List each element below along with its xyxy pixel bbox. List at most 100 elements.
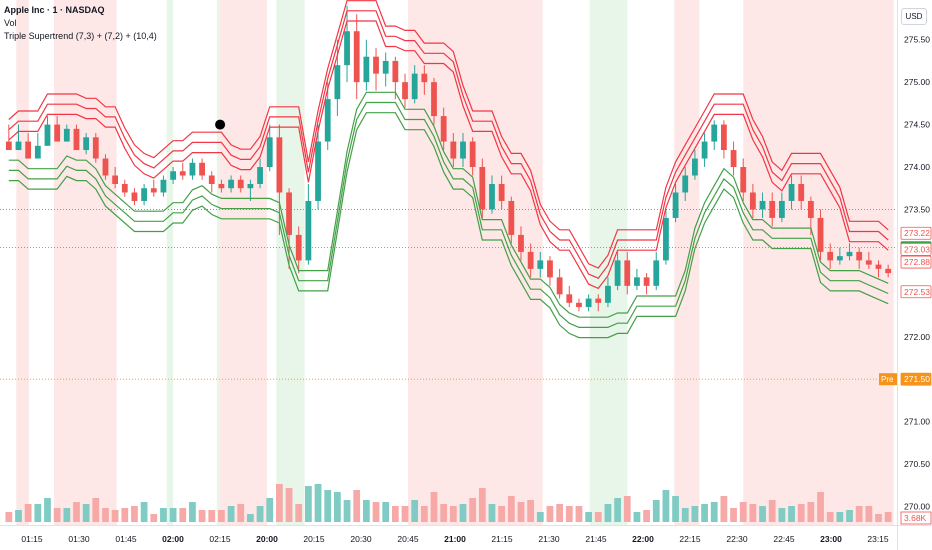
volume-bar xyxy=(875,514,882,522)
volume-bar xyxy=(449,506,457,522)
supertrend-lines xyxy=(8,0,889,339)
volume-bar xyxy=(469,498,477,522)
volume-bar xyxy=(247,514,254,522)
volume-bar xyxy=(517,502,525,522)
candle-body xyxy=(392,60,399,83)
volume-bar xyxy=(536,512,544,522)
currency-button[interactable]: USD xyxy=(901,8,927,25)
volume-bar xyxy=(324,490,332,522)
price-label-text: 272.88 xyxy=(904,257,930,267)
volume-value-box xyxy=(900,511,932,525)
candle-body xyxy=(489,183,495,210)
time-tick-label: 22:45 xyxy=(773,534,795,544)
volume-bar xyxy=(420,506,428,522)
volume-bar xyxy=(749,504,757,522)
volume-bar xyxy=(5,512,13,522)
price-label-273.22: 273.22 xyxy=(900,226,932,240)
time-axis[interactable]: 01:15 01:30 01:45 02:00 02:15 20:00 20:15 20:30… xyxy=(0,525,897,550)
candle-body xyxy=(228,179,234,189)
time-tick-label: 21:00 xyxy=(444,534,466,544)
price-label-272.88: 272.88 xyxy=(900,255,932,269)
candle-body xyxy=(141,188,148,201)
candle-body xyxy=(547,260,553,278)
time-tick-label: 02:15 xyxy=(209,534,231,544)
candle-body xyxy=(537,260,544,269)
price-label-text: 271.50 xyxy=(904,374,930,384)
candle-body xyxy=(624,260,631,286)
volume-bar xyxy=(73,502,80,522)
symbol-title[interactable]: Apple Inc · 1 · NASDAQ xyxy=(4,5,105,15)
volume-bar xyxy=(507,496,515,522)
price-chart-svg[interactable]: Pre xyxy=(0,0,897,525)
candle-body xyxy=(682,175,689,193)
time-tick-label: 23:00 xyxy=(820,534,842,544)
candle-body xyxy=(266,137,273,168)
volume-bar xyxy=(15,510,22,522)
price-label-box xyxy=(900,372,932,386)
volume-bar xyxy=(710,502,718,522)
candle-body xyxy=(498,183,505,201)
candle-body xyxy=(189,162,196,176)
candle-body xyxy=(324,99,331,142)
price-label-273.03: 273.03 xyxy=(900,242,932,256)
price-chart-pane[interactable]: Pre xyxy=(0,0,897,525)
candle-body xyxy=(711,124,718,142)
price-label-box xyxy=(900,242,932,256)
candle-body xyxy=(150,188,157,193)
candle-body xyxy=(112,175,119,184)
volume-bar xyxy=(440,504,448,522)
candle-body xyxy=(63,128,70,142)
price-label-box xyxy=(900,285,932,299)
volume-bar xyxy=(633,512,641,522)
volume-bar xyxy=(111,510,119,522)
supertrend-bear-line-3 xyxy=(8,0,889,269)
volume-bar xyxy=(836,512,844,522)
volume-bar xyxy=(237,504,245,522)
candle-body xyxy=(856,251,863,261)
candle-body xyxy=(479,167,486,210)
candle-body xyxy=(827,251,834,261)
candle-body xyxy=(73,128,80,151)
volume-bar xyxy=(459,504,467,522)
candle-body xyxy=(295,234,302,261)
volume-bar xyxy=(884,512,892,522)
volume-bar xyxy=(179,508,187,522)
candle-body xyxy=(373,56,379,74)
time-tick-label: 20:00 xyxy=(256,534,278,544)
candle-body xyxy=(121,183,128,193)
candle-body xyxy=(605,285,611,303)
candle-body xyxy=(170,171,177,180)
volume-bar xyxy=(391,506,399,522)
price-scale[interactable]: 275.50275.00274.50274.00273.50273.00272.… xyxy=(897,0,932,525)
volume-bar xyxy=(140,502,148,522)
price-tick-label: 271.00 xyxy=(904,417,930,427)
volume-legend-label[interactable]: Vol xyxy=(4,18,17,28)
candle-body xyxy=(160,179,167,193)
volume-bar xyxy=(227,506,235,522)
volume-bar xyxy=(169,508,177,522)
candle-body xyxy=(720,124,727,151)
candle-body xyxy=(759,200,766,210)
candle-body xyxy=(653,260,660,286)
time-tick-label: 20:30 xyxy=(350,534,372,544)
trend-bg-region-0 xyxy=(16,0,29,525)
candle-body xyxy=(5,141,12,151)
candle-body xyxy=(788,183,795,201)
candle-body xyxy=(102,158,109,176)
candle-body xyxy=(576,302,582,308)
time-tick-label: 21:15 xyxy=(491,534,513,544)
candles xyxy=(5,5,892,312)
candle-body xyxy=(257,167,263,184)
candle-body xyxy=(798,183,805,201)
trend-bg-region-5 xyxy=(276,0,305,525)
volume-bar xyxy=(92,498,100,522)
candle-body xyxy=(92,137,99,159)
time-tick-label: 22:15 xyxy=(679,534,701,544)
supertrend-legend-label[interactable]: Triple Supertrend (7,3) + (7,2) + (10,4) xyxy=(4,31,157,41)
volume-bar xyxy=(131,506,138,522)
candle-body xyxy=(34,145,41,159)
volume-bar xyxy=(362,500,370,522)
candle-body xyxy=(566,294,573,303)
price-label-box xyxy=(900,255,932,269)
